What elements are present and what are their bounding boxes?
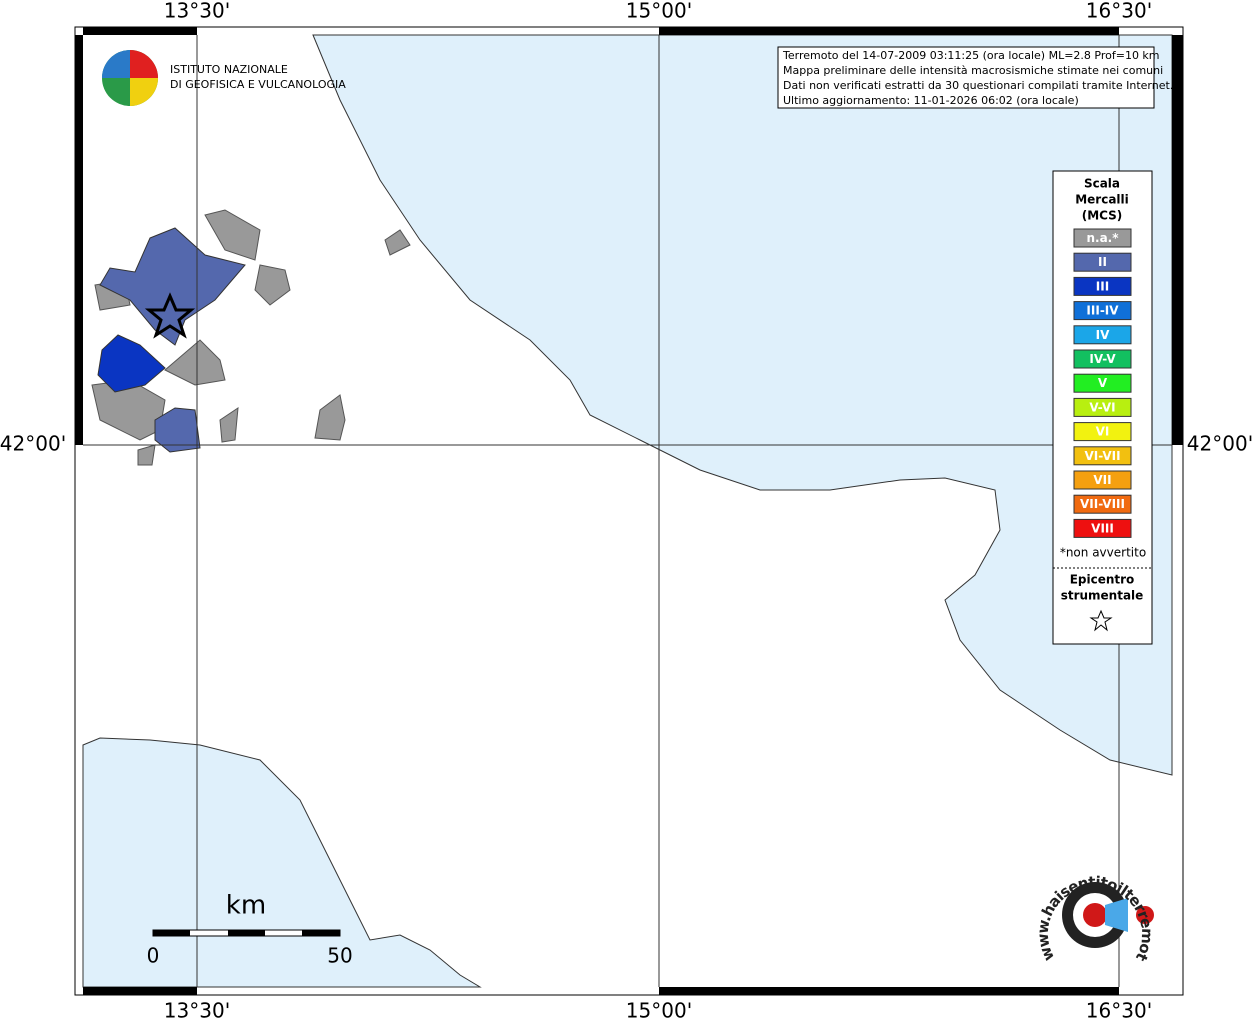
legend-swatch	[1073, 422, 1132, 442]
info-line: Mappa preliminare delle intensità macros…	[783, 64, 1163, 77]
legend-title: Scala	[1084, 177, 1120, 191]
lat-label: 42°00'	[1187, 432, 1253, 456]
legend-star	[1089, 609, 1113, 632]
lon-label: 15°00'	[626, 0, 692, 23]
legend-label: II	[1098, 255, 1107, 269]
lon-label: 13°30'	[164, 0, 230, 23]
info-box	[777, 46, 1155, 109]
ingv-logo: ISTITUTO NAZIONALE DI GEOFISICA E VULCAN…	[102, 50, 346, 106]
legend-swatch	[1073, 349, 1132, 369]
tyrrhenian-sea	[82, 737, 482, 988]
legend-label: V	[1098, 376, 1108, 390]
legend-swatch	[1073, 446, 1132, 466]
legend-label: VI	[1096, 425, 1110, 439]
legend-label: III	[1096, 279, 1109, 293]
frame-bars	[75, 27, 1183, 995]
legend-epicenter: strumentale	[1061, 589, 1144, 603]
legend-swatch	[1073, 373, 1132, 393]
legend-swatch	[1073, 301, 1132, 321]
adriatic-sea	[312, 34, 1173, 776]
legend-note: *non avvertito	[1060, 546, 1146, 560]
scale-unit: km	[226, 891, 266, 921]
legend-label: n.a.*	[1086, 231, 1119, 245]
legend-title: (MCS)	[1082, 209, 1123, 223]
institute-name: ISTITUTO NAZIONALE	[170, 63, 288, 76]
legend-swatch	[1073, 397, 1132, 417]
lon-label: 15°00'	[626, 999, 692, 1023]
legend-swatch	[1073, 276, 1132, 296]
legend-label: IV	[1096, 328, 1110, 342]
legend-swatch	[1073, 470, 1132, 490]
lon-label: 13°30'	[164, 999, 230, 1023]
scale-tick: 50	[327, 944, 352, 968]
legend-swatch	[1073, 518, 1132, 538]
epicenter-star	[144, 292, 196, 339]
legend-label: VII-VIII	[1080, 497, 1125, 511]
institute-name: DI GEOFISICA E VULCANOLOGIA	[170, 78, 346, 91]
scale-tick: 0	[147, 944, 160, 968]
lon-label: 16°30'	[1086, 0, 1152, 23]
info-line: Terremoto del 14-07-2009 03:11:25 (ora l…	[782, 49, 1160, 62]
legend-swatch	[1073, 494, 1132, 514]
lon-label: 16°30'	[1086, 999, 1152, 1023]
legend-epicenter: Epicentro	[1070, 573, 1135, 587]
legend-label: VIII	[1091, 521, 1114, 535]
legend-label: VI-VII	[1084, 449, 1120, 463]
info-line: Ultimo aggiornamento: 11-01-2026 06:02 (…	[783, 94, 1079, 107]
legend-swatch	[1073, 252, 1132, 272]
legend: ScalaMercalli(MCS)n.a.*IIIIIIII-IVIVIV-V…	[1060, 177, 1146, 603]
legend-label: III-IV	[1086, 304, 1119, 318]
info-line: Dati non verificati estratti da 30 quest…	[783, 79, 1173, 92]
legend-swatch	[1073, 325, 1132, 345]
legend-label: IV-V	[1089, 352, 1116, 366]
felt-areas	[91, 209, 411, 466]
lat-label: 42°00'	[0, 432, 66, 456]
scale-bar: km 0 50	[147, 891, 353, 968]
legend-swatch	[1073, 228, 1132, 248]
legend-label: V-VI	[1089, 400, 1115, 414]
legend-title: Mercalli	[1075, 193, 1129, 207]
info-lines: Terremoto del 14-07-2009 03:11:25 (ora l…	[782, 49, 1173, 107]
legend-label: VII	[1093, 473, 1111, 487]
